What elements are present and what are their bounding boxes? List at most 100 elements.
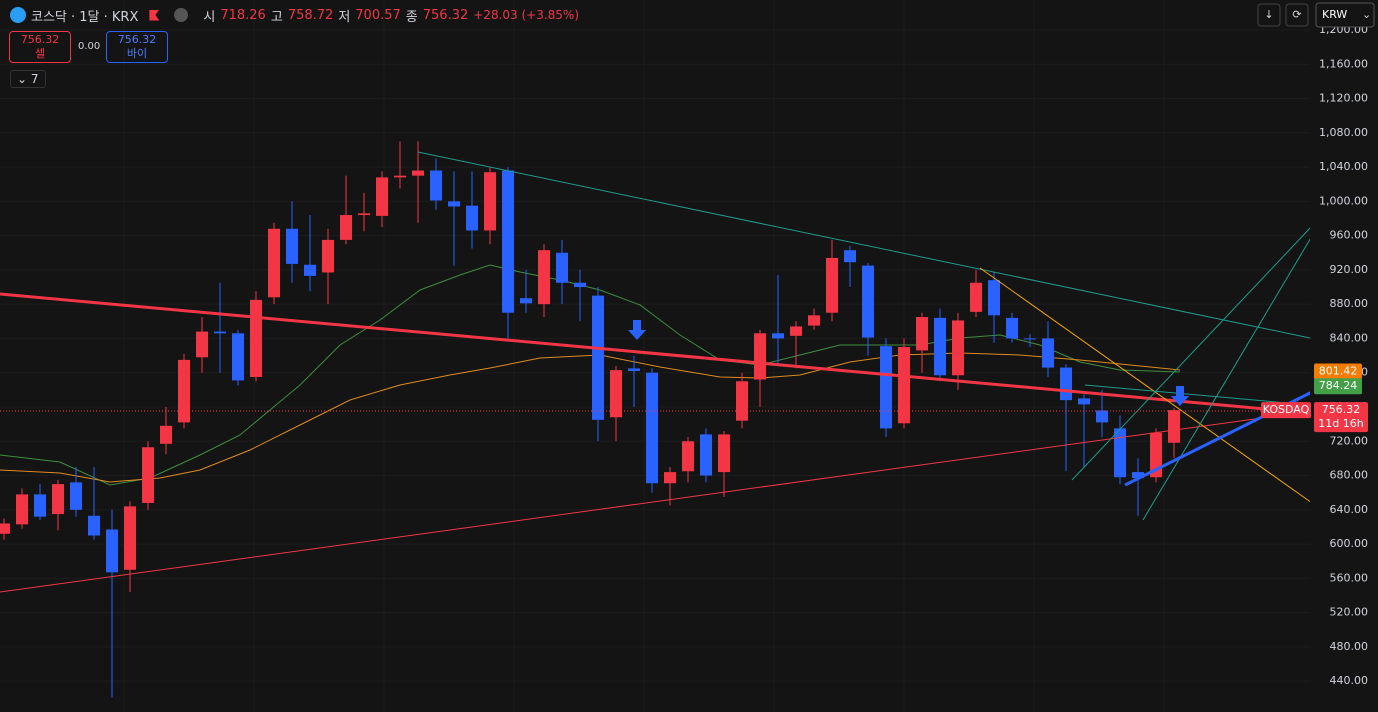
candle-body <box>934 317 946 376</box>
candle-body <box>988 280 1000 316</box>
candle-body <box>862 265 874 338</box>
candle-body <box>1042 338 1054 368</box>
candles <box>0 141 1180 698</box>
candle-body <box>466 205 478 231</box>
candle-body <box>682 441 694 472</box>
indicator-count: 7 <box>30 72 39 86</box>
candle-body <box>1114 428 1126 478</box>
y-tick-label: 680.00 <box>1330 469 1369 482</box>
candle-body <box>16 494 28 525</box>
candle-body <box>502 170 514 313</box>
candle-body <box>286 228 298 264</box>
candle-body <box>736 381 748 421</box>
arrow-marker <box>1171 386 1189 406</box>
vertical-grid <box>123 0 1165 712</box>
candle-body <box>412 170 424 176</box>
candle-body <box>178 359 190 423</box>
candle-body <box>430 170 442 201</box>
currency-select[interactable] <box>1315 2 1375 28</box>
drawings <box>0 151 1313 593</box>
candle-body <box>880 346 892 429</box>
candle-body <box>1024 338 1036 340</box>
countdown: 11d 16h <box>1318 417 1363 430</box>
trendline <box>1071 225 1313 481</box>
candle-body <box>88 515 100 536</box>
low-value: 700.57 <box>355 7 401 23</box>
candle-body <box>1060 367 1072 401</box>
change: +28.03 (+3.85%) <box>473 8 580 22</box>
indicator-price-tag <box>1314 363 1362 380</box>
symbol-tag: KOSDAQ <box>1263 403 1310 416</box>
candle-body <box>484 172 496 231</box>
y-tick-label: 560.00 <box>1330 571 1369 584</box>
candle-body <box>196 331 208 358</box>
currency: KRW <box>1322 8 1347 21</box>
symbol-tag-box <box>1261 402 1311 419</box>
dropdown-icon: ⌄ <box>1362 8 1371 21</box>
sell-price: 756.32 <box>20 33 60 46</box>
y-tick-label: 1,120.00 <box>1319 92 1368 105</box>
last-price-tag <box>1314 402 1368 433</box>
reset-icon: ⟳ <box>1292 8 1301 21</box>
y-tick-label: 520.00 <box>1330 606 1369 619</box>
legend-header: 코스닥 · 1달 · KRX 시 718.26 고 758.72 저 700.57 종… <box>10 4 579 26</box>
candle-body <box>574 282 586 288</box>
hide-button[interactable] <box>174 8 189 22</box>
candle-body <box>808 315 820 326</box>
y-tick-label: 920.00 <box>1330 263 1369 276</box>
high-label: 고 <box>270 9 283 25</box>
candle-body <box>898 347 910 424</box>
low-label: 저 <box>338 9 351 25</box>
candle-body <box>52 484 64 515</box>
candle-body <box>268 228 280 298</box>
price-axis <box>1310 0 1378 712</box>
moving-averages <box>0 264 1181 486</box>
indicator-price-tag <box>1314 378 1362 395</box>
candle-body <box>538 250 550 305</box>
candle-body <box>1132 472 1144 479</box>
trendline <box>0 417 1263 593</box>
candle-body <box>1006 317 1018 339</box>
y-tick-label: 480.00 <box>1330 640 1369 653</box>
candle-body <box>592 295 604 420</box>
open-label: 시 <box>203 9 216 25</box>
download-button[interactable] <box>1257 3 1281 27</box>
moving-average-long <box>0 352 1181 483</box>
price-axis-labels: 440.00 480.00 520.00 560.00 600.00 640.00 680.… <box>1261 23 1368 687</box>
reset-button[interactable] <box>1285 3 1309 27</box>
candle-body <box>1078 398 1090 405</box>
candle-body <box>610 370 622 418</box>
y-tick-label: 1,160.00 <box>1319 57 1368 70</box>
indicator-price: 801.42 <box>1319 364 1358 377</box>
symbol-icon <box>10 7 26 23</box>
candle-body <box>448 201 460 207</box>
candle-body <box>790 326 802 336</box>
y-tick-label: 880.00 <box>1330 297 1369 310</box>
y-tick-label: 600.00 <box>1330 537 1369 550</box>
candle-body <box>142 447 154 503</box>
buy-label: 바이 <box>126 47 148 60</box>
sell-label: 셀 <box>34 47 46 60</box>
candle-body <box>520 298 532 304</box>
y-tick-label: 960.00 <box>1330 229 1369 242</box>
candle-body <box>340 215 352 240</box>
candle-body <box>916 317 928 351</box>
sell-button[interactable]: 756.32 셀 <box>9 31 71 63</box>
y-tick-label: 1,080.00 <box>1319 126 1368 139</box>
y-tick-label: 440.00 <box>1330 674 1369 687</box>
candle-body <box>124 506 136 570</box>
buy-price: 756.32 <box>117 33 157 46</box>
buy-button[interactable]: 756.32 바이 <box>106 31 168 63</box>
candle-body <box>628 368 640 371</box>
candle-body <box>70 482 82 510</box>
candle-body <box>322 239 334 273</box>
indicator-toggle[interactable]: ⌄ 7 <box>10 70 46 88</box>
y-tick-label: 720.00 <box>1330 434 1369 447</box>
candle-body <box>358 213 370 216</box>
last-price: 756.32 <box>1322 403 1361 416</box>
trendline <box>1084 384 1311 406</box>
candle-body <box>664 472 676 484</box>
flag-icon[interactable] <box>149 9 160 21</box>
